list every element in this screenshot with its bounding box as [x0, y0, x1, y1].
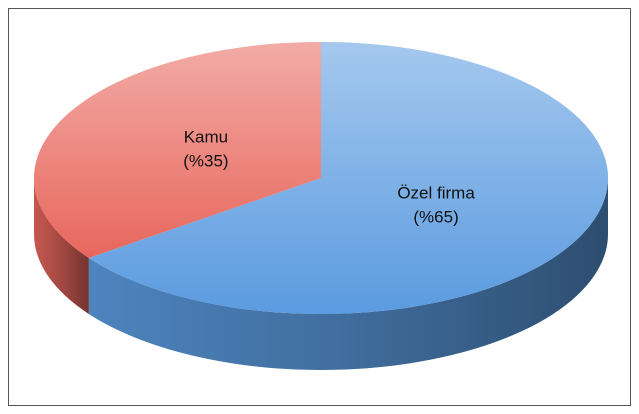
- slice-shine: [88, 42, 608, 314]
- slice-value-label: (%35): [183, 152, 228, 171]
- slice-label: Kamu: [184, 128, 228, 147]
- slice-side-shade: [88, 178, 608, 370]
- slice-label: Özel firma: [397, 183, 475, 202]
- slice-value-label: (%65): [413, 207, 458, 226]
- slice-shine: [34, 41, 321, 258]
- slice-side-shade: [33, 178, 89, 314]
